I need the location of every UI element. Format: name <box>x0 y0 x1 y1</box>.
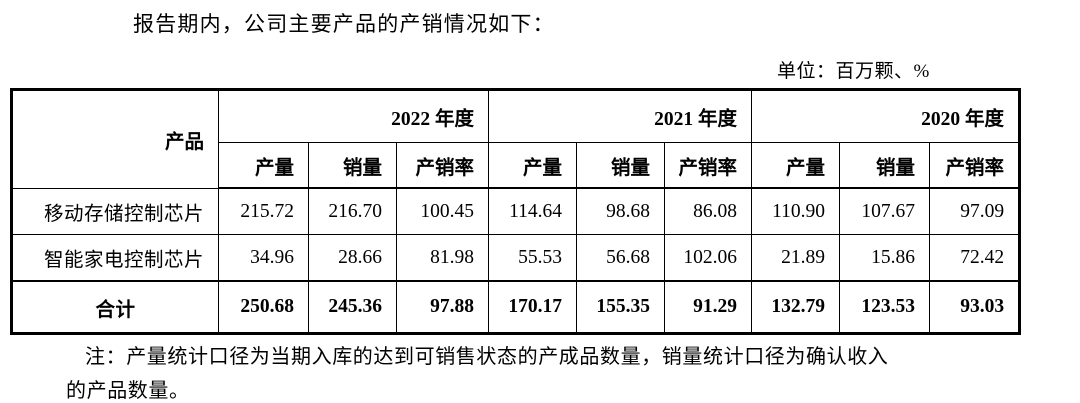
value-cell: 114.64 <box>488 187 578 235</box>
col-header-2021-ratio: 产销率 <box>664 142 753 189</box>
value-cell: 55.53 <box>488 234 578 282</box>
table-row-smart-appliance: 智能家电控制芯片 34.96 28.66 81.98 55.53 56.68 1… <box>11 234 1021 282</box>
value-cell: 132.79 <box>751 280 841 334</box>
product-name-cell: 智能家电控制芯片 <box>11 234 219 282</box>
value-cell: 107.67 <box>839 187 931 235</box>
production-sales-table: 产品 2022 年度 2021 年度 2020 年度 产量 销量 产销率 产量 … <box>10 88 1022 335</box>
subheader-row: 产量 销量 产销率 产量 销量 产销率 产量 销量 产销率 <box>12 142 1021 189</box>
value-cell: 93.03 <box>929 280 1021 334</box>
year-header-2020: 2020 年度 <box>751 89 1021 143</box>
product-header-cell: 产品 <box>11 89 219 189</box>
value-cell: 215.72 <box>218 187 309 235</box>
value-cell: 28.66 <box>308 234 397 282</box>
value-cell: 216.70 <box>308 187 397 235</box>
value-cell: 15.86 <box>839 234 931 282</box>
value-cell: 91.29 <box>664 280 753 334</box>
value-cell: 98.68 <box>576 187 666 235</box>
col-header-2021-output: 产量 <box>488 142 578 189</box>
col-header-2022-sales: 销量 <box>308 142 397 189</box>
value-cell: 97.88 <box>395 280 490 334</box>
year-header-2022: 2022 年度 <box>217 89 490 143</box>
product-name-cell: 移动存储控制芯片 <box>11 187 219 235</box>
value-cell: 72.42 <box>929 234 1021 282</box>
col-header-2020-output: 产量 <box>751 142 841 189</box>
total-label-cell: 合计 <box>11 280 219 334</box>
footnote-line-1: 注：产量统计口径为当期入库的达到可销售状态的产成品数量，销量统计口径为确认收入 <box>85 346 889 368</box>
col-header-2020-ratio: 产销率 <box>929 142 1021 189</box>
value-cell: 56.68 <box>576 234 666 282</box>
value-cell: 86.08 <box>664 187 753 235</box>
col-header-2020-sales: 销量 <box>839 142 931 189</box>
value-cell: 170.17 <box>488 280 578 334</box>
year-header-row: 产品 2022 年度 2021 年度 2020 年度 <box>11 89 1021 189</box>
value-cell: 245.36 <box>308 280 397 334</box>
value-cell: 102.06 <box>664 234 753 282</box>
table-row-total: 合计 250.68 245.36 97.88 170.17 155.35 91.… <box>11 280 1021 334</box>
col-header-2022-output: 产量 <box>218 142 309 189</box>
footnote-line-2: 的产品数量。 <box>66 380 190 402</box>
value-cell: 100.45 <box>395 187 490 235</box>
section-heading: 报告期内，公司主要产品的产销情况如下： <box>133 12 555 36</box>
value-cell: 34.96 <box>218 234 309 282</box>
year-header-2021: 2021 年度 <box>488 89 753 143</box>
value-cell: 155.35 <box>576 280 666 334</box>
col-header-2022-ratio: 产销率 <box>395 142 490 189</box>
col-header-2021-sales: 销量 <box>576 142 666 189</box>
unit-label: 单位：百万颗、% <box>777 61 930 82</box>
value-cell: 81.98 <box>395 234 490 282</box>
value-cell: 110.90 <box>751 187 841 235</box>
table-row-mobile-storage: 移动存储控制芯片 215.72 216.70 100.45 114.64 98.… <box>11 187 1021 235</box>
value-cell: 250.68 <box>218 280 309 334</box>
value-cell: 21.89 <box>751 234 841 282</box>
value-cell: 97.09 <box>929 187 1021 235</box>
value-cell: 123.53 <box>839 280 931 334</box>
